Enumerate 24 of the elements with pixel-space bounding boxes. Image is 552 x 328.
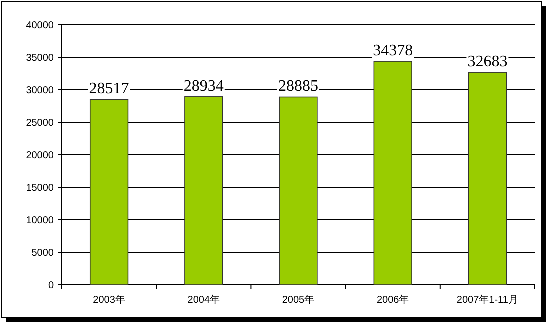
y-tick-label: 0 xyxy=(48,280,54,292)
y-tick-label: 40000 xyxy=(26,20,54,32)
y-tick-label: 25000 xyxy=(26,118,54,129)
x-tick-label: 2007年1-11月 xyxy=(456,294,518,306)
x-tick-label: 2004年 xyxy=(188,294,220,306)
bar xyxy=(90,99,129,286)
bar xyxy=(374,61,412,286)
bar xyxy=(468,72,508,286)
y-tick-label: 35000 xyxy=(26,53,54,64)
y-tick-label: 5000 xyxy=(32,248,54,259)
x-tick-label: 2006年 xyxy=(376,294,410,306)
x-tick-label: 2005年 xyxy=(282,294,315,306)
y-tick-label: 30000 xyxy=(26,86,54,96)
data-label: 28517 xyxy=(89,80,130,98)
data-label: 28934 xyxy=(184,78,224,95)
y-tick-label: 20000 xyxy=(26,150,54,162)
bar xyxy=(279,96,318,286)
data-label: 32683 xyxy=(468,54,508,71)
x-tick-label: 2003年 xyxy=(93,294,126,306)
y-tick-label: 15000 xyxy=(26,183,54,194)
data-label: 34378 xyxy=(373,42,414,60)
data-label: 28885 xyxy=(278,78,318,96)
bar xyxy=(184,96,224,286)
y-tick-label: 10000 xyxy=(26,216,54,226)
